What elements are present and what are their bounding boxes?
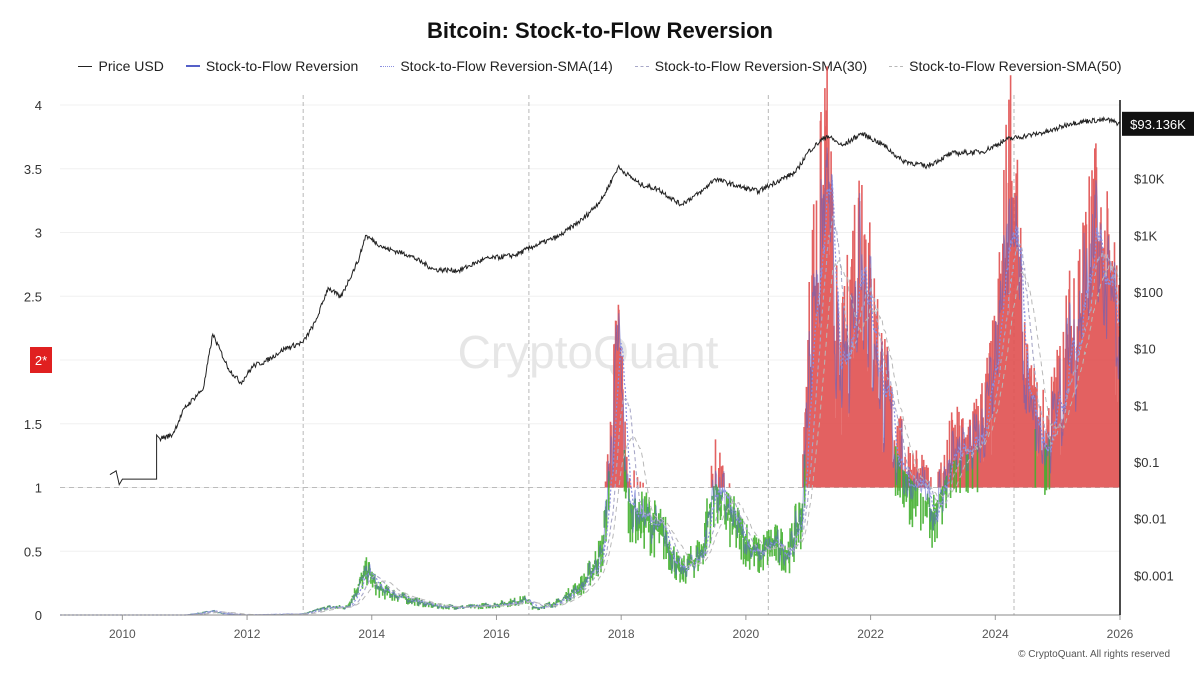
legend: Price USD Stock-to-Flow Reversion Stock-… [0,58,1200,74]
right-tick-label: $100 [1134,285,1163,300]
left-tick-label: 1 [35,481,42,496]
right-tick-label: $1K [1134,228,1157,243]
s2f-sma30-line[interactable] [60,215,1121,616]
x-tick-label: 2016 [483,627,510,641]
left-tick-label: 3 [35,226,42,241]
s2f-reversion-line[interactable] [60,147,1120,616]
legend-item-price-usd[interactable]: Price USD [78,58,164,74]
x-tick-label: 2010 [109,627,136,641]
watermark: CryptoQuant [458,326,719,378]
chart-title: Bitcoin: Stock-to-Flow Reversion [427,18,773,43]
legend-label: Stock-to-Flow Reversion-SMA(50) [909,58,1122,74]
left-tick-label: 0.5 [24,544,42,559]
x-tick-label: 2024 [982,627,1009,641]
left-tick-label: 2.5 [24,289,42,304]
copyright: © CryptoQuant. All rights reserved [1018,649,1170,660]
legend-item-sma14[interactable]: Stock-to-Flow Reversion-SMA(14) [380,58,613,74]
marker-label: 2* [35,353,47,368]
legend-swatch-sma14 [380,65,395,67]
right-tick-label: $0.001 [1134,568,1174,583]
s2f-sma50-line[interactable] [60,260,1120,616]
legend-swatch-s2f-reversion [185,65,200,67]
legend-label: Stock-to-Flow Reversion-SMA(14) [400,58,613,74]
legend-swatch-price-usd [78,65,93,67]
left-tick-label: 0 [35,608,42,623]
x-tick-label: 2026 [1107,627,1134,641]
legend-label: Price USD [98,58,164,74]
right-tick-label: $0.1 [1134,455,1159,470]
legend-swatch-sma50 [889,65,904,67]
x-tick-label: 2018 [608,627,635,641]
left-tick-label: 1.5 [24,417,42,432]
right-tick-label: $10 [1134,342,1156,357]
legend-item-sma30[interactable]: Stock-to-Flow Reversion-SMA(30) [634,58,868,74]
legend-label: Stock-to-Flow Reversion [205,58,359,74]
current-price-label: $93.136K [1130,117,1186,132]
s2f-sma14-line[interactable] [60,179,1121,616]
right-tick-label: $0.01 [1134,512,1167,527]
legend-item-sma50[interactable]: Stock-to-Flow Reversion-SMA(50) [889,58,1122,74]
x-tick-label: 2014 [358,627,385,641]
left-tick-label: 3.5 [24,162,42,177]
right-tick-label: $1 [1134,398,1148,413]
x-tick-label: 2022 [857,627,884,641]
left-tick-label: 4 [35,98,42,113]
x-tick-label: 2020 [733,627,760,641]
current-price-badge [1122,111,1194,136]
marker-badge [30,347,52,373]
legend-swatch-sma30 [634,65,649,67]
x-tick-label: 2012 [234,627,261,641]
legend-item-s2f-reversion[interactable]: Stock-to-Flow Reversion [185,58,359,74]
legend-label: Stock-to-Flow Reversion-SMA(30) [654,58,868,74]
price-usd-line[interactable] [109,116,1121,486]
right-tick-label: $10K [1134,172,1165,187]
